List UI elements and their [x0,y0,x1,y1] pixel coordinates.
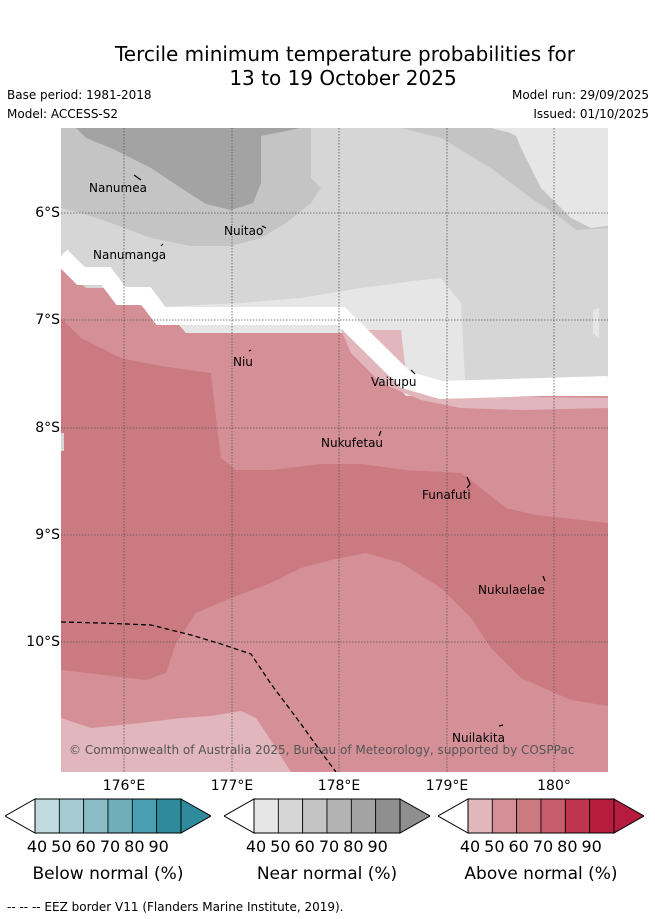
below-tick-60: 60 [75,837,96,856]
lon-label-177: 177°E [210,778,254,794]
place-vaitupu: Vaitupu [371,375,417,389]
model-run: Model run: 29/09/2025 [511,88,649,102]
above-segment-70 [540,798,566,834]
lat-label-10s: 10°S [26,634,60,650]
near-tick-40: 40 [245,837,267,856]
above-segment-80 [564,798,591,834]
below-normal-max-extension [180,798,211,834]
above-normal-region-60 [61,318,608,706]
model-name: Model: ACCESS-S2 [7,107,119,121]
near-segment-60 [302,798,328,834]
near-tick-80: 80 [343,837,364,856]
near-normal-title: Near normal (%) [256,864,398,884]
above-tick-40: 40 [459,837,481,856]
base-period: Base period: 1981-2018 [7,88,152,102]
above-tick-70: 70 [532,837,554,856]
colorbar-below-normal [5,798,211,834]
near-tick-50: 50 [270,837,291,856]
near-normal-min-extension [224,798,255,834]
above-tick-80: 80 [557,837,578,856]
place-niu: Niu [233,355,253,369]
below-segment-60 [83,798,109,834]
below-tick-70: 70 [99,837,121,856]
below-segment-70 [107,798,133,834]
eez-legend: -- -- -- EEZ border V11 (Flanders Marine… [7,900,344,914]
lon-label-176: 176°E [102,778,146,794]
near-tick-60: 60 [294,837,315,856]
above-segment-60 [516,798,542,834]
below-normal-title: Below normal (%) [32,864,184,884]
island-marks [133,174,546,727]
place-nukufetau: Nukufetau [321,436,384,450]
colorbar-above-normal [438,798,644,834]
below-segment-40 [34,798,60,834]
near-segment-90 [375,798,401,834]
graticule [61,128,608,772]
near-normal-region-40d [593,308,599,338]
no-data-band [61,249,608,400]
above-tick-60: 60 [508,837,529,856]
near-normal-region-60 [61,128,608,230]
above-segment-50 [491,798,518,834]
near-segment-70 [326,798,352,834]
lat-label-8s: 8°S [35,420,60,436]
eez-border [61,621,337,772]
lon-label-179: 179°E [425,778,469,794]
below-segment-80 [131,798,158,834]
above-normal-min-extension [438,798,469,834]
place-nuilakita: Nuilakita [452,731,505,745]
above-normal-max-extension [613,798,644,834]
near-normal-max-extension [399,798,430,834]
below-tick-40: 40 [26,837,48,856]
lat-label-9s: 9°S [35,527,60,543]
place-nanumanga: Nanumanga [93,248,167,262]
below-tick-80: 80 [124,837,145,856]
copyright-notice: © Commonwealth of Australia 2025, Bureau… [69,743,575,757]
near-segment-40 [253,798,279,834]
place-nanumea: Nanumea [89,181,147,195]
near-normal-region-80 [76,128,301,210]
below-normal-min-extension [5,798,36,834]
below-segment-90 [156,798,182,834]
above-tick-50: 50 [484,837,505,856]
above-tick-90: 90 [581,837,602,856]
below-tick-50: 50 [51,837,72,856]
above-segment-40 [467,798,493,834]
near-segment-80 [350,798,377,834]
probability-map [61,128,608,772]
lat-label-6s: 6°S [35,205,60,221]
near-segment-50 [277,798,304,834]
near-tick-70: 70 [318,837,340,856]
above-normal-region-40b [61,711,291,772]
below-tick-90: 90 [148,837,169,856]
place-nuitao: Nuitao [224,224,264,238]
place-nukulaelae: Nukulaelae [478,583,545,597]
below-segment-50 [58,798,85,834]
above-normal-region-40 [341,330,608,410]
above-segment-90 [589,798,615,834]
place-funafuti: Funafuti [422,488,471,502]
near-normal-region-40b [501,128,608,228]
issued-date: Issued: 01/10/2025 [533,107,649,121]
map-edge-patch [61,433,64,451]
lon-label-180: 180° [537,778,571,794]
map-title-line2: 13 to 19 October 2025 [229,66,457,90]
map-title-line1: Tercile minimum temperature probabilitie… [114,42,576,66]
lat-label-7s: 7°S [35,312,60,328]
colorbar-near-normal [224,798,430,834]
lon-label-178: 178°E [317,778,361,794]
above-normal-title: Above normal (%) [464,864,618,884]
near-tick-90: 90 [367,837,388,856]
